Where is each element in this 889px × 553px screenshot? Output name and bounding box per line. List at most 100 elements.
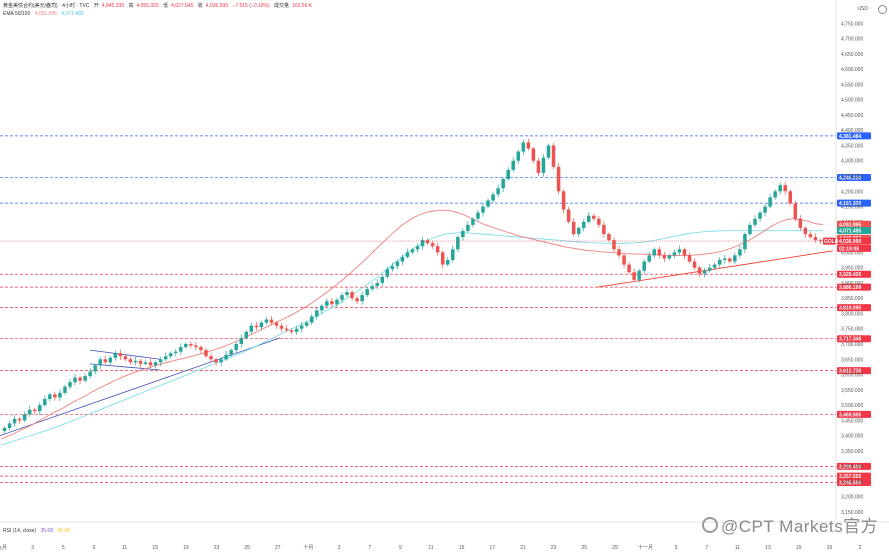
candle-body: [27, 409, 32, 415]
candle-body: [83, 376, 87, 381]
candle-body: [219, 359, 223, 363]
candle-body: [456, 237, 460, 250]
candle-body: [400, 256, 405, 262]
level-label: 3,299.400: [839, 464, 861, 470]
candle-body: [224, 354, 228, 360]
candle-body: [375, 282, 380, 286]
settings-icon[interactable]: [878, 5, 887, 14]
price-tick-label: 4,450.000: [841, 113, 863, 119]
candle-body: [657, 249, 662, 256]
price-tick-label: 3,600.000: [841, 373, 863, 379]
candle-body: [380, 276, 385, 283]
ema-indicator-label[interactable]: EMA 50/100: [3, 11, 31, 17]
rsi-value-2: 45.48: [57, 528, 70, 534]
time-axis[interactable]: 九月359111519232527十月37911151721232529十一月5…: [0, 544, 862, 551]
candle-body: [158, 359, 163, 363]
symbol-tag: GOLD: [824, 239, 839, 245]
time-tick-label: 25: [581, 545, 587, 551]
time-tick-label: 19: [827, 545, 833, 551]
candle-body: [299, 325, 304, 329]
open-label: 开: [93, 3, 99, 9]
candle-body: [642, 261, 646, 271]
candle-body: [148, 362, 153, 366]
candle-body: [355, 298, 359, 302]
candle-body: [768, 197, 772, 207]
candle-body: [622, 255, 626, 265]
rsi-value-1: 35.68: [40, 528, 53, 534]
price-tick-label: 4,300.000: [841, 159, 863, 165]
currency-label[interactable]: USD: [857, 6, 868, 12]
candle-body: [415, 246, 420, 250]
candle-body: [602, 224, 606, 235]
watermark-text: @CPT Markets官方: [721, 517, 879, 536]
candle-body: [254, 325, 259, 328]
candle-body: [320, 305, 324, 311]
time-tick-label: 15: [152, 545, 158, 551]
candle-body: [63, 386, 67, 393]
price-axis[interactable]: 4,750.000 4,700.000 4,650.000 4,600.000 4,55…: [841, 21, 863, 516]
price-tick-label: 3,400.000: [841, 434, 863, 440]
candle-body: [315, 310, 319, 317]
time-tick-label: 13: [765, 545, 771, 551]
candle-body: [471, 218, 475, 225]
candle-body: [748, 224, 752, 235]
low-label: 低: [163, 3, 169, 9]
candle-body: [279, 325, 284, 329]
horizontal-levels: 4,381.484 4,245.220 4,161.320 3,928.420 3,88…: [0, 132, 871, 487]
price-tag-label: 4,091.995: [839, 222, 861, 228]
price-tick-label: 3,750.000: [841, 327, 863, 333]
time-tick-label: 5: [675, 545, 678, 551]
candle-body: [788, 191, 793, 204]
candle-body: [687, 255, 692, 262]
candle-body: [793, 203, 798, 219]
price-tick-label: 3,850.000: [841, 296, 863, 302]
price-tick-label: 3,200.000: [841, 495, 863, 501]
level-label-box: [837, 304, 871, 312]
candle-body: [511, 160, 515, 170]
level-label-box: [837, 472, 871, 480]
candle-body: [274, 322, 279, 326]
candle-body: [587, 215, 591, 222]
time-tick-label: 25: [244, 545, 250, 551]
level-label-box: [837, 479, 871, 487]
candle-body: [199, 347, 203, 351]
weibo-logo-icon: [702, 517, 718, 533]
candle-body: [445, 260, 450, 265]
level-label-box: [837, 173, 871, 181]
rsi-label[interactable]: RSI (14, close): [3, 528, 37, 534]
candle-body: [581, 221, 586, 228]
candle-body: [118, 353, 123, 357]
candle-body: [818, 240, 823, 242]
candlesticks: [2, 138, 823, 433]
price-tag-box: [837, 227, 871, 235]
candle-body: [672, 252, 677, 256]
candle-body: [179, 347, 183, 352]
time-tick-label: 3: [31, 545, 34, 551]
level-label: 4,381.484: [839, 134, 861, 140]
time-tick-label: 2: [859, 545, 862, 551]
level-label-box: [837, 283, 871, 291]
candle-body: [506, 169, 510, 180]
candle-body: [249, 325, 254, 332]
candle-body: [733, 255, 737, 262]
flag-upper-line: [89, 349, 161, 360]
candle-body: [420, 240, 425, 247]
candle-body: [264, 319, 269, 323]
candle-body: [53, 394, 57, 398]
candle-body: [526, 142, 531, 149]
price-tag-box: [837, 244, 871, 252]
candle-body: [576, 227, 581, 235]
price-tick-label: 3,700.000: [841, 342, 863, 348]
candle-body: [128, 359, 133, 363]
candle-body: [2, 428, 7, 432]
time-tick-label: 7: [368, 545, 371, 551]
candle-body: [617, 249, 621, 256]
candle-body: [335, 299, 339, 305]
symbol-title[interactable]: 黄金美债合约(美元/盎司) · 4小时 · TVC: [3, 3, 90, 9]
candle-body: [481, 206, 485, 213]
rsi-header: RSI (14, close) 35.68 45.48: [3, 528, 73, 534]
candle-body: [330, 301, 334, 305]
candle-body: [566, 209, 571, 222]
candle-body: [93, 365, 97, 372]
